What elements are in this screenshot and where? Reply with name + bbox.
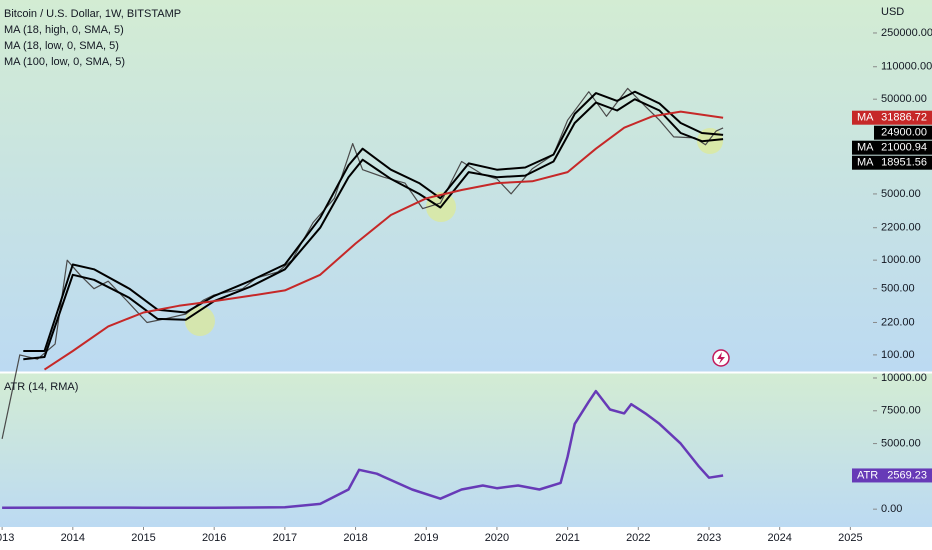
y-tick-label: 1000.00 (881, 254, 921, 266)
atr-panel (0, 373, 932, 527)
price-tag (874, 125, 932, 140)
price-tag-name: MA (857, 112, 874, 124)
y-tick-label: 250000.00 (881, 27, 932, 39)
legend-entry: MA (100, low, 0, SMA, 5) (4, 56, 125, 68)
x-tick-label: 2019 (414, 532, 438, 544)
price-tag-value: 18951.56 (881, 157, 927, 169)
x-tick-label: 2015 (131, 532, 155, 544)
x-tick-label: 2021 (555, 532, 579, 544)
x-tick-label: 2020 (485, 532, 509, 544)
price-tag-value: 2569.23 (887, 469, 927, 481)
y-tick-label: 0.00 (881, 503, 902, 515)
x-tick-label: 2014 (61, 532, 85, 544)
price-tag (852, 140, 932, 155)
y-tick-label: 2200.00 (881, 222, 921, 234)
y-tick-label: 10000.00 (881, 372, 927, 384)
price-tag (852, 155, 932, 170)
logo-icon[interactable] (712, 349, 730, 367)
price-tag (852, 468, 932, 483)
price-tag-value: 21000.94 (881, 142, 927, 154)
x-tick-label: 2018 (343, 532, 367, 544)
price-panel (0, 0, 932, 372)
y-tick-label: 110000.00 (881, 61, 932, 73)
series-line (43, 110, 724, 371)
price-tag-name: ATR (857, 469, 878, 481)
price-tag (852, 110, 932, 125)
highlight (185, 306, 215, 336)
series-line (23, 98, 724, 361)
legend-entry: MA (18, high, 0, SMA, 5) (4, 24, 124, 36)
y-tick-label: 500.00 (881, 283, 915, 295)
chart-title: Bitcoin / U.S. Dollar, 1W, BITSTAMP (4, 8, 181, 20)
x-tick-label: 2024 (767, 532, 791, 544)
x-tick-label: 2022 (626, 532, 650, 544)
x-tick-label: 2025 (838, 532, 862, 544)
price-tag-name: MA (857, 157, 874, 169)
series-line (1, 87, 724, 440)
y-tick-label: 50000.00 (881, 93, 927, 105)
series-line (23, 90, 724, 352)
y-tick-label: 7500.00 (881, 405, 921, 417)
currency-label: USD (881, 6, 904, 18)
series-line (2, 389, 724, 510)
legend-entry: ATR (14, RMA) (4, 381, 78, 393)
y-tick-label: 5000.00 (881, 437, 921, 449)
y-tick-label: 100.00 (881, 349, 915, 361)
y-tick-label: 5000.00 (881, 188, 921, 200)
legend-entry: MA (18, low, 0, SMA, 5) (4, 40, 119, 52)
x-tick-label: 2023 (697, 532, 721, 544)
y-tick-label: 220.00 (881, 316, 915, 328)
price-tag-value: 31886.72 (881, 112, 927, 124)
price-tag-name: MA (857, 142, 874, 154)
x-tick-label: 2013 (0, 532, 14, 544)
x-tick-label: 2017 (273, 532, 297, 544)
price-tag-value: 24900.00 (881, 127, 927, 139)
x-tick-label: 2016 (202, 532, 226, 544)
